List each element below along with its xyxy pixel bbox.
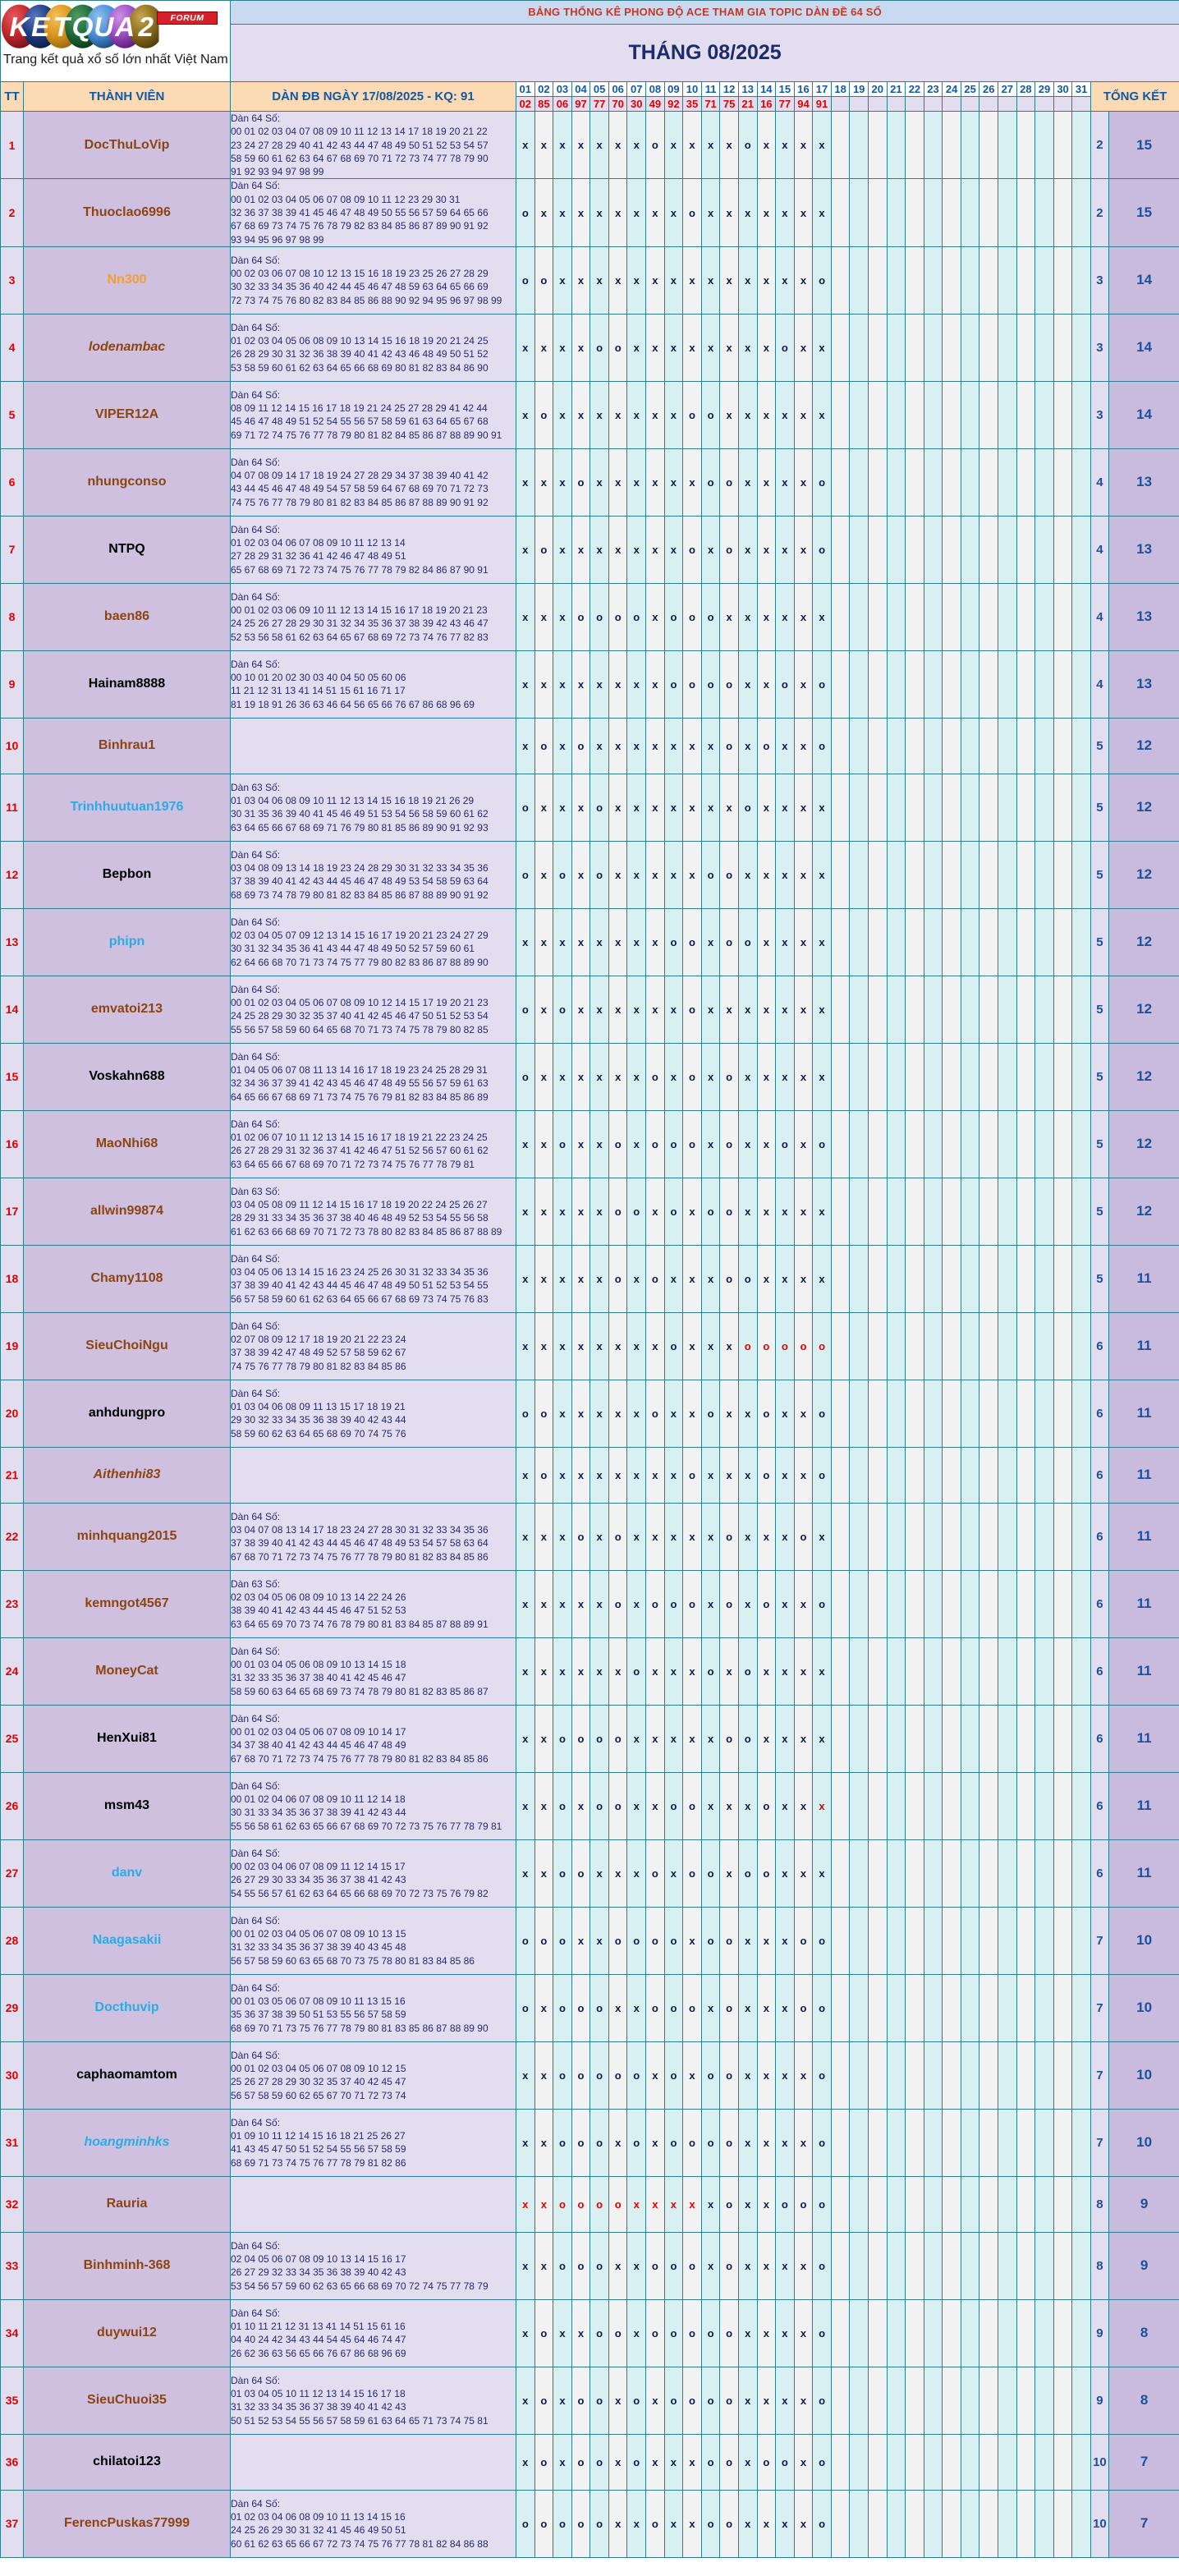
svg-text:2: 2 bbox=[138, 12, 154, 43]
svg-text:T: T bbox=[53, 12, 72, 43]
svg-text:K: K bbox=[9, 12, 30, 43]
svg-text:A: A bbox=[114, 12, 135, 43]
svg-text:U: U bbox=[94, 12, 114, 43]
svg-text:E: E bbox=[31, 12, 50, 43]
svg-text:Q: Q bbox=[72, 12, 94, 43]
